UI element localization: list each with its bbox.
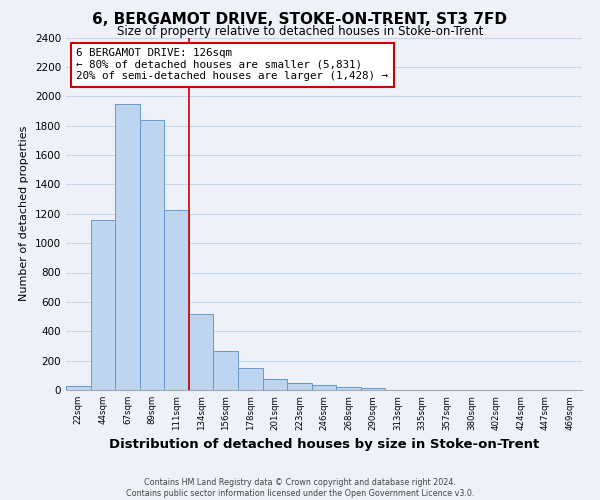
Bar bbox=[164, 210, 189, 390]
Bar bbox=[66, 386, 91, 390]
Y-axis label: Number of detached properties: Number of detached properties bbox=[19, 126, 29, 302]
X-axis label: Distribution of detached houses by size in Stoke-on-Trent: Distribution of detached houses by size … bbox=[109, 438, 539, 451]
Bar bbox=[140, 120, 164, 390]
Bar bbox=[287, 383, 312, 390]
Bar bbox=[115, 104, 140, 390]
Text: Size of property relative to detached houses in Stoke-on-Trent: Size of property relative to detached ho… bbox=[117, 25, 483, 38]
Text: Contains HM Land Registry data © Crown copyright and database right 2024.
Contai: Contains HM Land Registry data © Crown c… bbox=[126, 478, 474, 498]
Bar bbox=[312, 385, 336, 390]
Bar bbox=[214, 351, 238, 390]
Text: 6, BERGAMOT DRIVE, STOKE-ON-TRENT, ST3 7FD: 6, BERGAMOT DRIVE, STOKE-ON-TRENT, ST3 7… bbox=[92, 12, 508, 28]
Bar bbox=[189, 314, 214, 390]
Bar bbox=[361, 388, 385, 390]
Bar bbox=[336, 388, 361, 390]
Bar bbox=[91, 220, 115, 390]
Text: 6 BERGAMOT DRIVE: 126sqm
← 80% of detached houses are smaller (5,831)
20% of sem: 6 BERGAMOT DRIVE: 126sqm ← 80% of detach… bbox=[76, 48, 388, 82]
Bar bbox=[238, 368, 263, 390]
Bar bbox=[263, 378, 287, 390]
